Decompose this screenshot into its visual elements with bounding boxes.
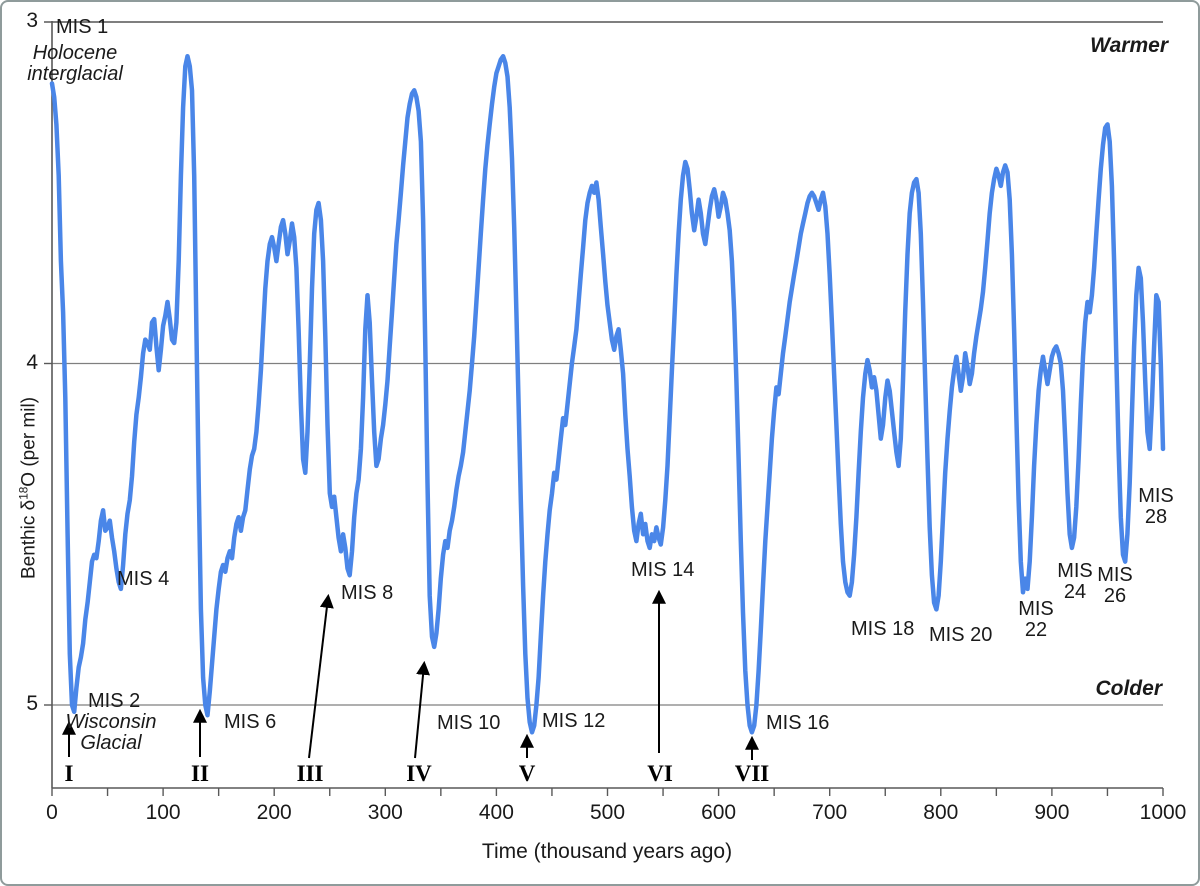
x-tick-label-500: 500 — [589, 801, 626, 824]
x-tick-label-600: 600 — [701, 801, 737, 824]
annotation-mis-26: MIS 26 — [1097, 564, 1133, 607]
annotation-wisconsin-note: Wisconsin Glacial — [65, 711, 157, 754]
x-tick-label-700: 700 — [812, 801, 848, 824]
annotation-mis-20: MIS 20 — [929, 624, 993, 646]
y-axis-title-suffix: O (per mil) — [18, 396, 40, 487]
annotation-mis-16: MIS 16 — [766, 712, 830, 734]
annotation-mis-24: MIS 24 — [1057, 560, 1093, 603]
x-axis-title: Time (thousand years ago) — [481, 840, 733, 863]
x-tick-label-800: 800 — [923, 801, 959, 824]
y-tick-label-3: 3 — [26, 9, 38, 32]
x-tick-label-400: 400 — [478, 801, 514, 824]
termination-label-IV: IV — [406, 761, 432, 786]
x-tick-label-100: 100 — [145, 801, 181, 824]
termination-label-VI: VI — [647, 761, 673, 786]
termination-arrows — [62, 589, 759, 760]
annotation-mis-2: MIS 2 — [88, 690, 141, 712]
x-tick-label-300: 300 — [367, 801, 403, 824]
y-tick-label-5: 5 — [26, 692, 38, 715]
annotation-mis-6: MIS 6 — [224, 711, 277, 733]
termination-label-VII: VII — [734, 761, 770, 786]
gridlines — [52, 21, 1163, 706]
termination-label-III: III — [296, 761, 324, 786]
annotation-mis-12: MIS 12 — [542, 710, 606, 732]
annotation-mis-8: MIS 8 — [341, 582, 394, 604]
axes — [51, 21, 1163, 789]
y-axis-title: Benthic δ18O (per mil) — [17, 397, 40, 579]
termination-arrow-3 — [308, 593, 334, 759]
x-tick-label-900: 900 — [1034, 801, 1070, 824]
d18o-curve — [49, 53, 1166, 735]
annotation-colder-label: Colder — [1095, 677, 1162, 700]
x-tick-label-1000: 1000 — [1139, 801, 1187, 824]
termination-arrow-4 — [414, 660, 431, 759]
y-axis-title-superscript: 18 — [17, 486, 31, 500]
x-tick-label-200: 200 — [256, 801, 292, 824]
annotation-mis-18: MIS 18 — [851, 618, 915, 640]
annotation-mis-4: MIS 4 — [117, 568, 170, 590]
y-axis-title-prefix: Benthic δ — [18, 499, 40, 580]
annotation-mis-1: MIS 1 — [56, 16, 109, 38]
annotation-mis-14: MIS 14 — [631, 559, 695, 581]
annotation-mis-10: MIS 10 — [437, 712, 501, 734]
annotation-mis-22: MIS 22 — [1018, 598, 1054, 641]
y-tick-label-4: 4 — [26, 350, 38, 374]
x-tick-label-0: 0 — [46, 801, 58, 824]
axis-ticks — [44, 21, 1164, 796]
annotation-mis-28: MIS 28 — [1138, 485, 1174, 528]
termination-label-V: V — [518, 761, 536, 786]
termination-label-II: II — [191, 761, 209, 786]
annotation-holocene-note: Holocene interglacial — [27, 42, 123, 85]
termination-label-I: I — [64, 761, 74, 786]
annotation-warmer-label: Warmer — [1090, 34, 1168, 57]
